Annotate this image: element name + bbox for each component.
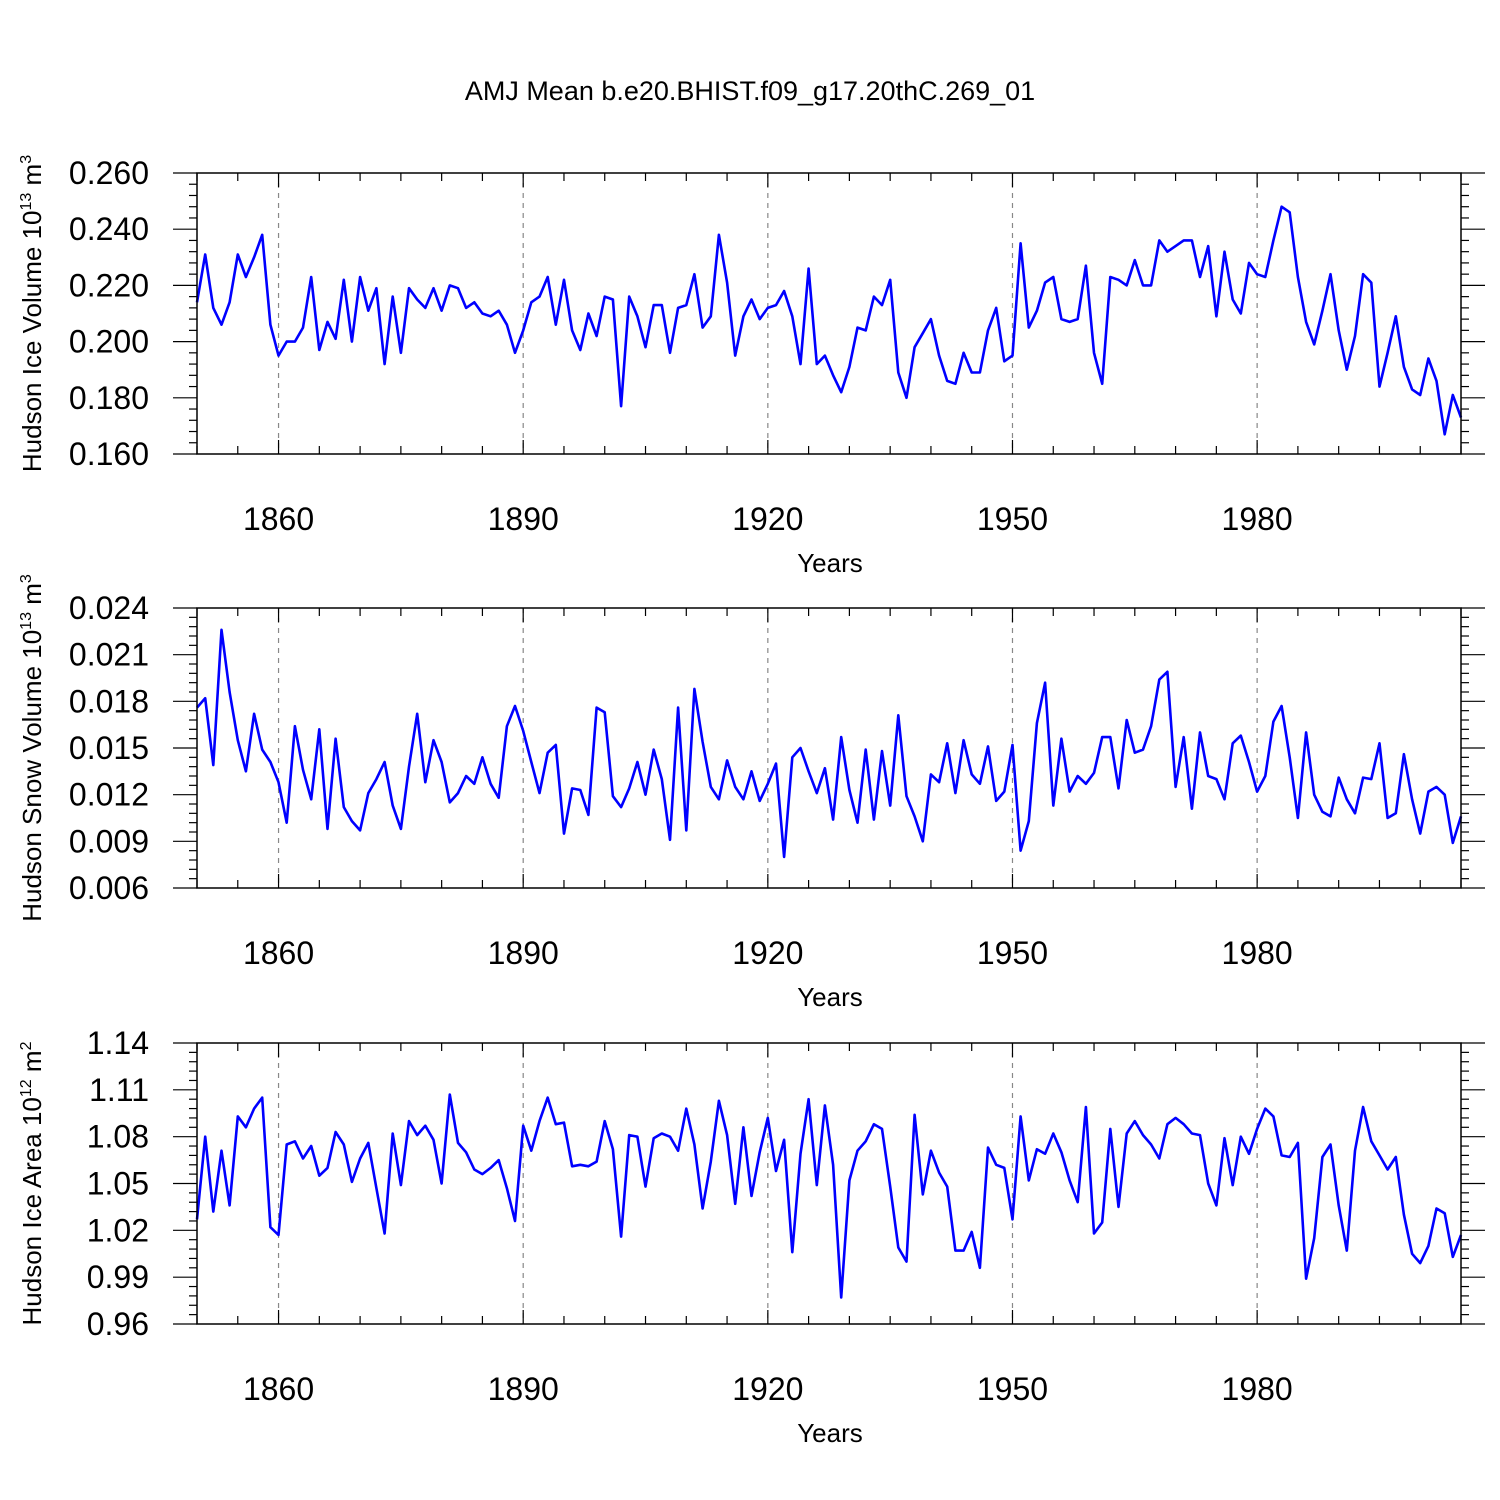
y-tick-label: 0.240: [69, 211, 149, 247]
y-tick-label: 0.018: [69, 683, 149, 719]
x-axis-title: Years: [797, 982, 863, 1012]
series-line-hudson-ice-volume: [195, 205, 1463, 436]
y-tick-label: 0.024: [69, 590, 149, 626]
x-tick-label-1950: 1950: [977, 501, 1048, 537]
x-tick-label-1920: 1920: [732, 1371, 803, 1407]
y-tick-label: 0.160: [69, 436, 149, 472]
panel-snow-volume: 1860 1890 1920 1950 1980 0.006 0.009 0.012 0.015…: [17, 574, 1485, 1012]
panel-ice-volume: 1860 1890 1920 1950 1980 0.160 0.180 0.200 0.220…: [17, 155, 1485, 578]
y-axis-title: Hudson Ice Volume 1013 m3: [17, 155, 47, 472]
x-tick-label-1890: 1890: [488, 935, 559, 971]
y-tick-label: 0.99: [87, 1259, 149, 1295]
y-tick-label: 1.08: [87, 1119, 149, 1155]
figure-title: AMJ Mean b.e20.BHIST.f09_g17.20thC.269_0…: [465, 76, 1035, 106]
y-tick-label: 1.02: [87, 1212, 149, 1248]
x-tick-label-1980: 1980: [1222, 501, 1293, 537]
y-tick-label: 0.015: [69, 730, 149, 766]
x-tick-label-1860: 1860: [243, 1371, 314, 1407]
y-tick-label: 0.96: [87, 1306, 149, 1342]
y-tick-label: 0.200: [69, 324, 149, 360]
plot-frame: [196, 1042, 1462, 1325]
x-tick-label-1980: 1980: [1222, 935, 1293, 971]
y-tick-label: 1.14: [87, 1025, 149, 1061]
y-tick-label: 0.012: [69, 777, 149, 813]
y-tick-label: 0.180: [69, 380, 149, 416]
y-axis-title: Hudson Snow Volume 1013 m3: [17, 574, 47, 922]
x-tick-label-1860: 1860: [243, 501, 314, 537]
plot-frame: [196, 607, 1462, 889]
x-tick-label-1860: 1860: [243, 935, 314, 971]
y-tick-label: 0.220: [69, 267, 149, 303]
x-tick-label-1950: 1950: [977, 935, 1048, 971]
plot-frame: [196, 172, 1462, 455]
series-line-hudson-snow-volume: [196, 628, 1463, 859]
panel-ice-area: 1860 1890 1920 1950 1980 0.96 0.99 1.02 1.05 1.08…: [17, 1025, 1485, 1448]
y-tick-label: 1.11: [89, 1072, 149, 1108]
y-axis-title: Hudson Ice Area 1012 m2: [17, 1041, 47, 1325]
x-axis-title: Years: [797, 548, 863, 578]
y-tick-label: 1.05: [87, 1166, 149, 1202]
x-tick-label-1980: 1980: [1222, 1371, 1293, 1407]
y-tick-label: 0.006: [69, 870, 149, 906]
x-tick-label-1890: 1890: [488, 501, 559, 537]
x-tick-label-1920: 1920: [732, 935, 803, 971]
y-tick-label: 0.021: [69, 637, 149, 673]
x-tick-label-1920: 1920: [732, 501, 803, 537]
x-axis-title: Years: [797, 1418, 863, 1448]
y-tick-label: 0.009: [69, 823, 149, 859]
y-tick-label: 0.260: [69, 155, 149, 191]
x-tick-label-1950: 1950: [977, 1371, 1048, 1407]
x-tick-label-1890: 1890: [488, 1371, 559, 1407]
series-line-hudson-ice-area: [195, 1093, 1463, 1299]
